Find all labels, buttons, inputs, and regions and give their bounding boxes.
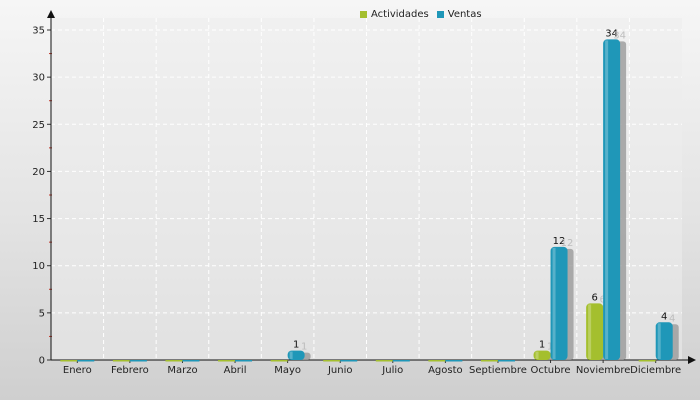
data-label-shadow: 6 <box>599 294 605 305</box>
bar[interactable] <box>550 246 568 360</box>
bar[interactable] <box>287 350 305 360</box>
y-tick-label: 0 <box>39 356 45 367</box>
bar[interactable] <box>323 360 341 362</box>
x-tick-label: Mayo <box>274 365 301 376</box>
bar[interactable] <box>480 360 498 362</box>
bar[interactable] <box>375 360 393 362</box>
data-label: 12 <box>553 236 566 247</box>
y-tick-label: 35 <box>32 26 45 37</box>
legend-item-actividades[interactable]: Actividades <box>360 9 429 20</box>
bar[interactable] <box>603 39 621 361</box>
y-tick-label: 25 <box>32 120 45 131</box>
legend-label-actividades: Actividades <box>371 9 429 20</box>
data-label: 34 <box>605 28 618 39</box>
x-tick-label: Julio <box>381 365 403 376</box>
bar[interactable] <box>60 360 78 362</box>
bar[interactable] <box>392 360 410 362</box>
data-label-shadow: 12 <box>561 238 574 249</box>
x-tick-label: Septiembre <box>469 365 527 376</box>
bar[interactable] <box>638 360 656 362</box>
x-tick-label: Noviembre <box>576 365 631 376</box>
y-tick-label: 15 <box>32 214 45 225</box>
bar[interactable] <box>235 360 253 362</box>
y-tick-label: 30 <box>32 73 45 84</box>
legend-label-ventas: Ventas <box>447 9 482 20</box>
x-tick-label: Junio <box>327 365 353 376</box>
x-axis-arrow <box>688 356 696 364</box>
bar[interactable] <box>586 303 604 360</box>
bar[interactable] <box>182 360 200 362</box>
data-label: 1 <box>539 340 545 351</box>
x-tick-label: Abril <box>224 365 247 376</box>
data-label: 6 <box>591 292 597 303</box>
x-tick-label: Agosto <box>428 365 463 376</box>
bar[interactable] <box>497 360 515 362</box>
bar[interactable] <box>218 360 236 362</box>
legend: Actividades Ventas <box>360 9 482 20</box>
x-tick-label: Enero <box>63 365 92 376</box>
bar[interactable] <box>655 322 673 360</box>
bar[interactable] <box>129 360 147 362</box>
bar[interactable] <box>165 360 183 362</box>
data-label: 4 <box>661 311 667 322</box>
bar[interactable] <box>112 360 130 362</box>
bar[interactable] <box>77 360 95 362</box>
bar-highlight <box>289 351 293 359</box>
x-tick-label: Febrero <box>111 365 149 376</box>
data-label-shadow: 1 <box>547 342 553 353</box>
bar[interactable] <box>270 360 288 362</box>
y-tick-label: 20 <box>32 167 45 178</box>
bar[interactable] <box>533 350 551 360</box>
x-tick-label: Marzo <box>167 365 197 376</box>
bar[interactable] <box>445 360 463 362</box>
bar-highlight <box>657 323 661 359</box>
legend-swatch-ventas <box>436 11 444 18</box>
bar[interactable] <box>428 360 446 362</box>
bar-highlight <box>588 304 592 359</box>
data-label-shadow: 34 <box>613 30 626 41</box>
bar-highlight <box>552 247 556 359</box>
bar-highlight <box>605 40 609 360</box>
x-tick-label: Octubre <box>531 365 571 376</box>
legend-item-ventas[interactable]: Ventas <box>436 9 482 20</box>
legend-swatch-actividades <box>360 11 367 18</box>
y-tick-label: 10 <box>32 261 45 272</box>
data-label: 1 <box>293 340 299 351</box>
x-tick-label: Diciembre <box>630 365 681 376</box>
bar-highlight <box>535 351 539 359</box>
bar[interactable] <box>340 360 358 362</box>
data-label-shadow: 1 <box>301 342 307 353</box>
y-tick-label: 5 <box>39 308 45 319</box>
data-label-shadow: 4 <box>669 313 675 324</box>
y-axis-arrow <box>47 10 55 18</box>
